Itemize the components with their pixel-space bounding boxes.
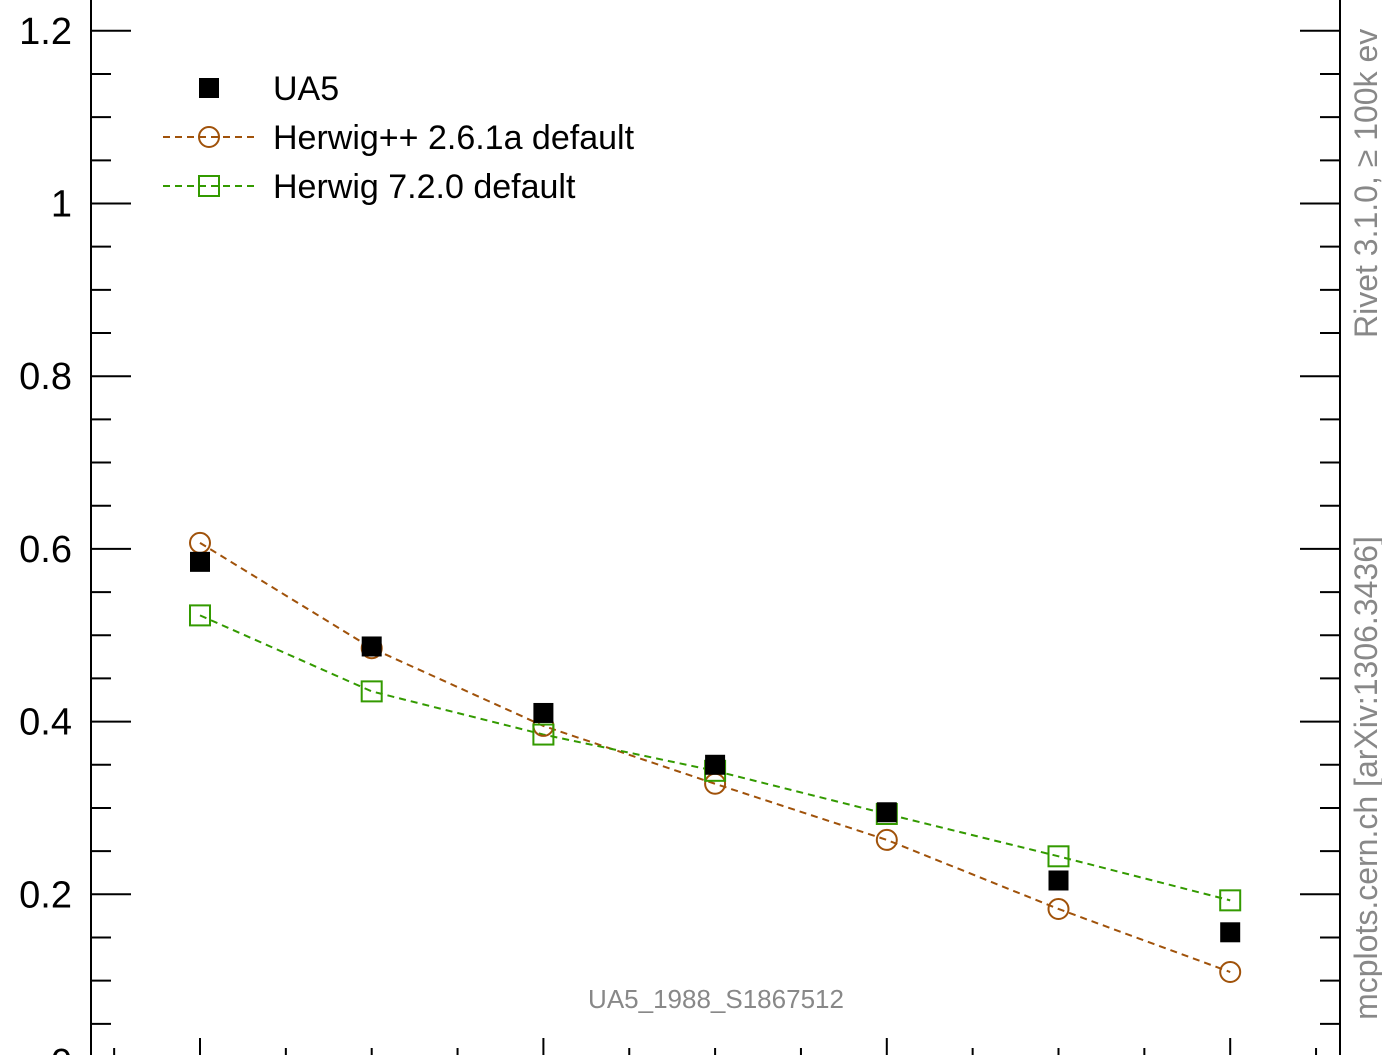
ua5-point bbox=[1220, 922, 1241, 943]
y-tick-label: 0.2 bbox=[19, 874, 72, 916]
legend-label: UA5 bbox=[273, 70, 339, 108]
herwig-7-2-0-default-point bbox=[1047, 845, 1070, 868]
y-tick-label: 0.4 bbox=[19, 702, 72, 744]
herwig-2-6-1a-default-point bbox=[1047, 897, 1070, 920]
ua5-point bbox=[190, 551, 210, 572]
legend-marker-swatch bbox=[198, 175, 220, 197]
herwig-2-6-1a-default-point bbox=[875, 828, 898, 851]
legend: UA5 Herwig++ 2.6.1a default Herwig 7.2.0 d… bbox=[163, 70, 635, 206]
analysis-watermark: UA5_1988_S1867512 bbox=[588, 984, 844, 1014]
ua5-point bbox=[705, 754, 726, 775]
legend-marker-swatch bbox=[199, 78, 219, 98]
plot-frame bbox=[90, 0, 1341, 1055]
mcplots-credit-text: mcplots.cern.ch [arXiv:1306.3436] bbox=[1348, 536, 1382, 1020]
legend-entry-ua5: UA5 bbox=[199, 70, 339, 108]
legend-label: Herwig++ 2.6.1a default bbox=[273, 119, 635, 157]
herwig-2-6-1a-default-point bbox=[1219, 961, 1242, 984]
y-tick-label: 0.6 bbox=[19, 529, 72, 571]
herwig-7-2-0-default-point bbox=[532, 723, 555, 746]
y-tick-label: 1 bbox=[51, 184, 72, 226]
rivet-credit-text: Rivet 3.1.0, ≥ 100k ev bbox=[1348, 29, 1382, 338]
y-axis-ticks bbox=[91, 29, 1340, 1025]
legend-entry-herwig-7-2-0-default: Herwig 7.2.0 default bbox=[163, 168, 576, 206]
ua5-series bbox=[190, 551, 1241, 943]
y-tick-label: 1.2 bbox=[19, 11, 72, 53]
ua5-point bbox=[361, 636, 382, 657]
herwig-2-6-1a-default-line bbox=[199, 542, 1231, 973]
herwig-2-6-1a-default-point bbox=[704, 772, 727, 795]
series-layer bbox=[189, 531, 1242, 984]
y-tick-label: 0.8 bbox=[19, 356, 72, 398]
ua5-point bbox=[876, 802, 897, 823]
y-tick-label-zero: 0 bbox=[51, 1042, 72, 1055]
legend-entry-herwig-2-6-1a-default: Herwig++ 2.6.1a default bbox=[163, 119, 635, 157]
ua5-point bbox=[533, 702, 554, 723]
herwig-7-2-0-default-point bbox=[189, 604, 211, 627]
herwig-7-2-0-default-point bbox=[1219, 889, 1242, 912]
x-axis-ticks bbox=[113, 1038, 1318, 1055]
herwig-7-2-0-default-point bbox=[360, 680, 383, 703]
legend-label: Herwig 7.2.0 default bbox=[273, 168, 576, 206]
y-axis-tick-labels: 0.2 0.4 0.6 0.8 1 1.2 0 bbox=[19, 11, 72, 1055]
herwig-7-2-0-default-series bbox=[189, 604, 1242, 912]
legend-marker-swatch bbox=[198, 126, 220, 148]
ua5-point bbox=[1048, 870, 1069, 891]
